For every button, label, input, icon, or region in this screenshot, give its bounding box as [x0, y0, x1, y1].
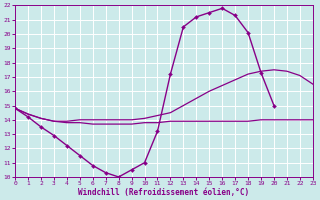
- X-axis label: Windchill (Refroidissement éolien,°C): Windchill (Refroidissement éolien,°C): [78, 188, 250, 197]
